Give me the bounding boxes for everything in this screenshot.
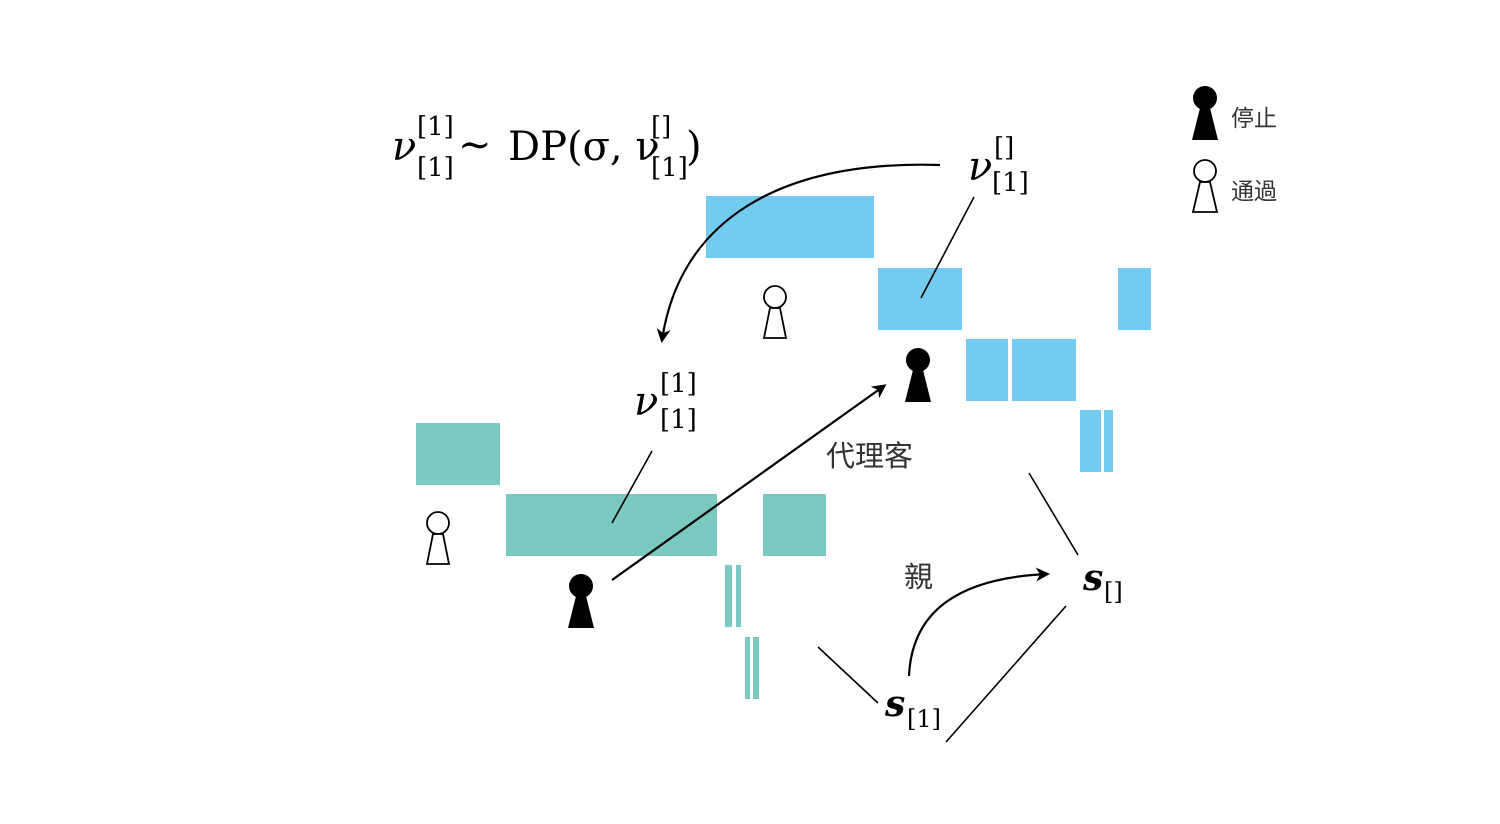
proxy-customer-arrow [611,384,887,581]
s-child-to-s-root-line [945,605,1067,743]
legend: 停止 通過 [1191,86,1277,213]
s-child-sub: [1] [907,705,941,733]
parent-label: 親 [904,560,933,594]
nu-top-sup: [] [994,133,1014,163]
formula-dp: DP(σ, ν [508,124,660,170]
teal-thin-bar-b [736,565,741,627]
blue-block-large [706,196,874,258]
teal-block-top-left [416,423,500,485]
blue-block-group [706,196,1151,472]
nu-top-pointer-line [920,196,975,299]
legend-stop-icon [1192,86,1218,140]
teal-to-s-child-line [817,646,879,704]
s-root-label: s [] [1082,557,1123,606]
teal-thin-bar-c [745,637,750,699]
pass-customer-icon-left [425,511,451,565]
legend-pass-icon [1191,159,1219,213]
teal-block-right [763,494,826,556]
s-child-label: s [1] [884,683,941,733]
nu-mid-sup: [1] [660,369,697,399]
teal-thin-bar-d [753,637,759,699]
formula-close: ) [686,124,702,170]
formula-lhs-sup: [1] [417,112,454,142]
nu-mid-base: ν [634,379,658,425]
formula-sim: ∼ [458,122,492,168]
parent-curved-arrow [907,567,1050,677]
formula: ν [1] [1] ∼ DP(σ, ν [] [1] ) [392,112,702,183]
stop-customer-icon-top [905,348,931,402]
s-root-sub: [] [1104,578,1123,606]
blue-block-small-a [966,339,1008,401]
formula-lhs-base: ν [392,124,416,170]
teal-block-group [416,423,826,699]
nu-top-label: ν [] [1] [968,133,1029,198]
nu-mid-label: ν [1] [1] [634,369,697,435]
blue-block-middle [878,268,962,330]
blue-to-s-root-line [1028,472,1079,556]
nu-mid-pointer-line [611,450,653,524]
formula-rhs-sub: [1] [651,153,688,183]
blue-thin-bar-a [1080,410,1101,472]
nu-mid-sub: [1] [660,405,697,435]
teal-thin-bar-a [725,565,732,627]
blue-block-small-b [1012,339,1076,401]
legend-stop-label: 停止 [1231,106,1277,132]
nu-top-sub: [1] [992,168,1029,198]
s-root-base: s [1082,557,1103,599]
blue-thin-bar-b [1104,410,1113,472]
teal-block-large [506,494,717,556]
stop-customer-icon-bottom [568,574,594,628]
proxy-customer-label: 代理客 [826,439,913,473]
formula-rhs-sup: [] [651,112,671,142]
base-measure-curved-arrow [656,163,941,343]
blue-block-far-right [1118,268,1151,330]
nu-top-base: ν [968,144,992,190]
s-child-base: s [884,683,905,725]
pass-customer-icon-top [762,285,788,339]
legend-pass-label: 通過 [1231,179,1277,205]
formula-lhs-sub: [1] [417,153,454,183]
